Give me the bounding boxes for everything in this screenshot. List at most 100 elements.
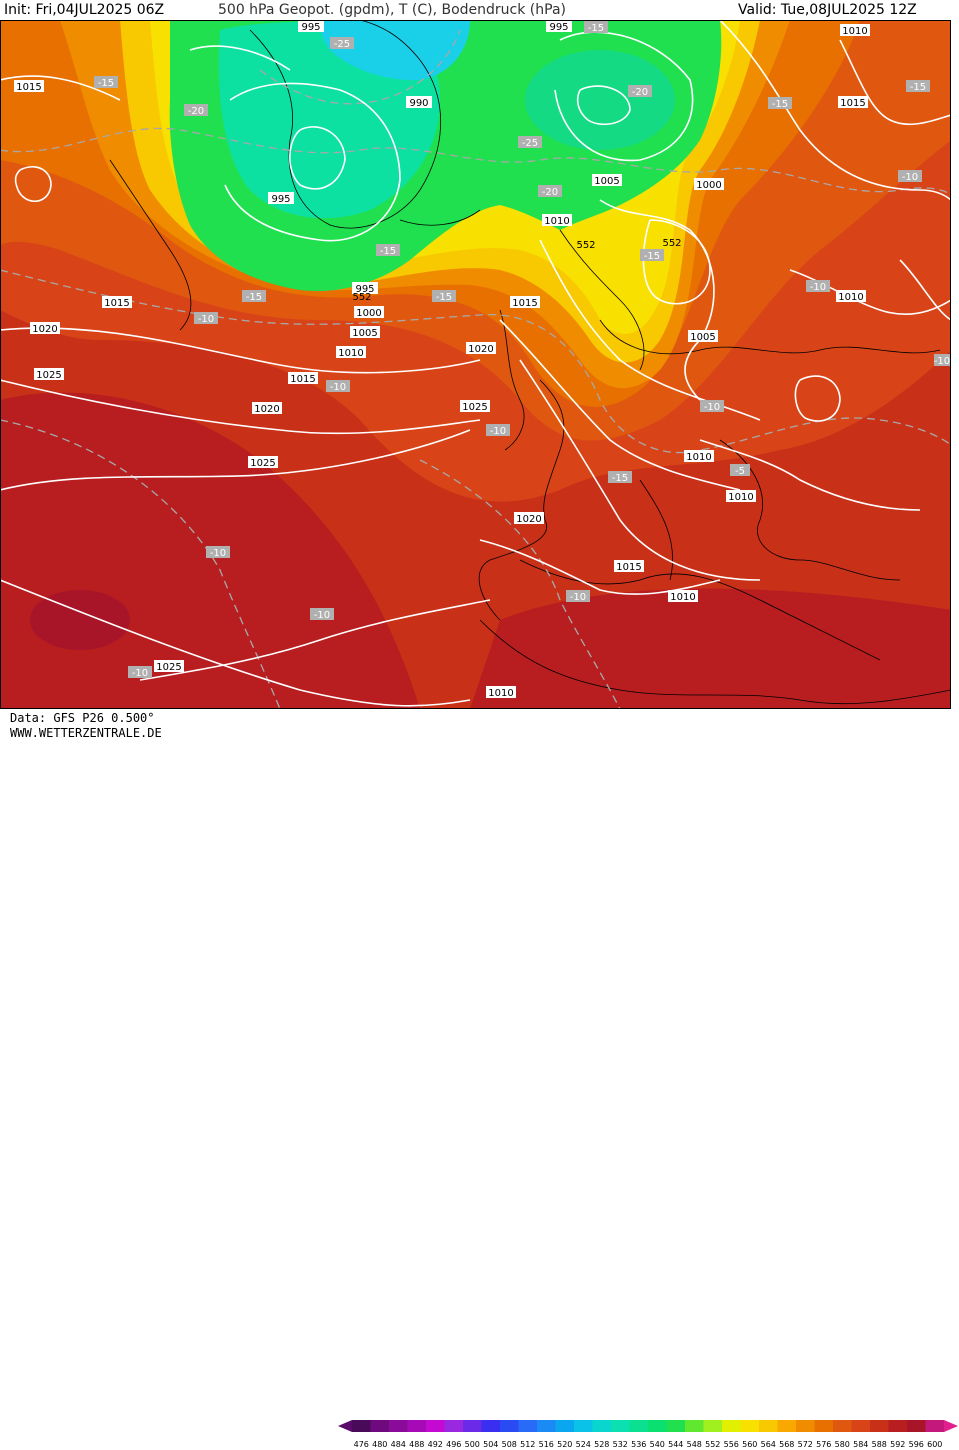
isobar-label: 1020 bbox=[30, 322, 60, 335]
svg-text:995: 995 bbox=[271, 194, 290, 205]
temperature-labels: -25 -15 -15 -20 -20 -25 -20 -15 -15 -15 … bbox=[94, 21, 951, 679]
legend-tick-label: 584 bbox=[853, 1440, 868, 1449]
svg-text:1020: 1020 bbox=[254, 404, 279, 415]
svg-text:-10: -10 bbox=[314, 610, 330, 621]
legend-tick-label: 500 bbox=[465, 1440, 480, 1449]
legend-tick-label: 508 bbox=[502, 1440, 517, 1449]
temp-label: -25 bbox=[518, 136, 542, 149]
temp-label: -15 bbox=[906, 80, 930, 93]
legend-swatch bbox=[500, 1420, 519, 1432]
legend-swatch bbox=[444, 1420, 464, 1432]
height-label: 552 bbox=[352, 292, 371, 303]
valid-time: Valid: Tue,08JUL2025 12Z bbox=[738, 2, 917, 18]
legend-tick-label: 548 bbox=[687, 1440, 702, 1449]
svg-text:-10: -10 bbox=[210, 548, 226, 559]
legend-swatch bbox=[370, 1420, 390, 1432]
temp-label: -15 bbox=[242, 290, 266, 303]
svg-text:1020: 1020 bbox=[32, 324, 57, 335]
svg-text:1005: 1005 bbox=[352, 328, 377, 339]
svg-text:1005: 1005 bbox=[690, 332, 715, 343]
legend-tick-label: 528 bbox=[594, 1440, 609, 1449]
svg-text:-20: -20 bbox=[188, 106, 204, 117]
website-credit: WWW.WETTERZENTRALE.DE bbox=[10, 726, 162, 740]
isobar-label: 1025 bbox=[154, 660, 184, 673]
isobar-label: 1010 bbox=[486, 686, 516, 699]
svg-text:1015: 1015 bbox=[840, 98, 865, 109]
isobar-label: 1010 bbox=[836, 290, 866, 303]
legend-tick-label: 552 bbox=[705, 1440, 720, 1449]
isobar-label: 1000 bbox=[694, 178, 724, 191]
svg-text:552: 552 bbox=[576, 240, 595, 251]
svg-text:-10: -10 bbox=[570, 592, 586, 603]
height-label: 552 bbox=[662, 238, 681, 249]
svg-text:1010: 1010 bbox=[838, 292, 863, 303]
isobar-label: 995 bbox=[268, 192, 294, 205]
legend-tick-label: 488 bbox=[409, 1440, 424, 1449]
svg-text:1015: 1015 bbox=[290, 374, 315, 385]
svg-text:-25: -25 bbox=[334, 39, 350, 50]
legend-tick-label: 536 bbox=[631, 1440, 646, 1449]
legend-swatch bbox=[352, 1420, 371, 1432]
temp-label: -10 bbox=[310, 608, 334, 621]
svg-text:-15: -15 bbox=[380, 246, 396, 257]
legend-tick-label: 568 bbox=[779, 1440, 794, 1449]
field-592-south bbox=[470, 588, 951, 709]
svg-text:1025: 1025 bbox=[36, 370, 61, 381]
svg-text:1010: 1010 bbox=[544, 216, 569, 227]
svg-text:1000: 1000 bbox=[356, 308, 381, 319]
svg-text:552: 552 bbox=[662, 238, 681, 249]
isobar-label: 1010 bbox=[726, 490, 756, 503]
legend-swatch bbox=[759, 1420, 778, 1432]
legend-tick-label: 512 bbox=[520, 1440, 535, 1449]
svg-text:1015: 1015 bbox=[616, 562, 641, 573]
isobar-label: 1025 bbox=[248, 456, 278, 469]
temp-label: -20 bbox=[628, 85, 652, 98]
legend-swatch bbox=[777, 1420, 797, 1432]
legend-swatch bbox=[574, 1420, 593, 1432]
legend-tick-label: 520 bbox=[557, 1440, 572, 1449]
legend-tick-label: 556 bbox=[724, 1440, 739, 1449]
svg-text:995: 995 bbox=[355, 284, 374, 295]
isobar-label: 1000 bbox=[354, 306, 384, 319]
legend-swatch bbox=[814, 1420, 834, 1432]
isobar-label: 1020 bbox=[466, 342, 496, 355]
legend-swatch bbox=[851, 1420, 871, 1432]
legend-tick-label: 484 bbox=[391, 1440, 406, 1449]
legend-tick-label: 580 bbox=[835, 1440, 850, 1449]
svg-text:1025: 1025 bbox=[462, 402, 487, 413]
legend-tick-label: 496 bbox=[446, 1440, 461, 1449]
temp-label: -15 bbox=[584, 21, 608, 34]
isobar-label: 1020 bbox=[252, 402, 282, 415]
temp-label: -10 bbox=[934, 354, 951, 367]
isobar-label: 1025 bbox=[460, 400, 490, 413]
svg-text:-20: -20 bbox=[542, 187, 558, 198]
legend-swatch bbox=[629, 1420, 649, 1432]
legend-swatch bbox=[537, 1420, 556, 1432]
color-legend: 476 480 484 488 492 496 500 504 508 512 516 520 524 5… bbox=[338, 1420, 958, 1449]
svg-text:-15: -15 bbox=[588, 23, 604, 34]
legend-tick-label: 588 bbox=[872, 1440, 887, 1449]
isobar-label: 995 bbox=[546, 20, 572, 33]
isobar-label: 1010 bbox=[336, 346, 366, 359]
isobar-label: 1010 bbox=[668, 590, 698, 603]
svg-text:1010: 1010 bbox=[488, 688, 513, 699]
map-frame bbox=[0, 20, 951, 709]
isobar-label: 1015 bbox=[288, 372, 318, 385]
temp-label: -5 bbox=[730, 464, 750, 477]
svg-text:-5: -5 bbox=[735, 466, 745, 477]
svg-text:1015: 1015 bbox=[512, 298, 537, 309]
legend-swatch bbox=[907, 1420, 926, 1432]
legend-swatch bbox=[592, 1420, 612, 1432]
isobar-label: 1015 bbox=[102, 296, 132, 309]
legend-swatch bbox=[722, 1420, 741, 1432]
temp-label: -10 bbox=[486, 424, 510, 437]
temp-label: -10 bbox=[206, 546, 230, 559]
svg-text:1005: 1005 bbox=[594, 176, 619, 187]
legend-swatch bbox=[481, 1420, 501, 1432]
legend-tick-label: 516 bbox=[539, 1440, 554, 1449]
isobars bbox=[0, 20, 951, 707]
svg-text:1010: 1010 bbox=[670, 592, 695, 603]
svg-text:1000: 1000 bbox=[696, 180, 721, 191]
legend-tick-label: 540 bbox=[650, 1440, 665, 1449]
legend-swatch bbox=[796, 1420, 815, 1432]
